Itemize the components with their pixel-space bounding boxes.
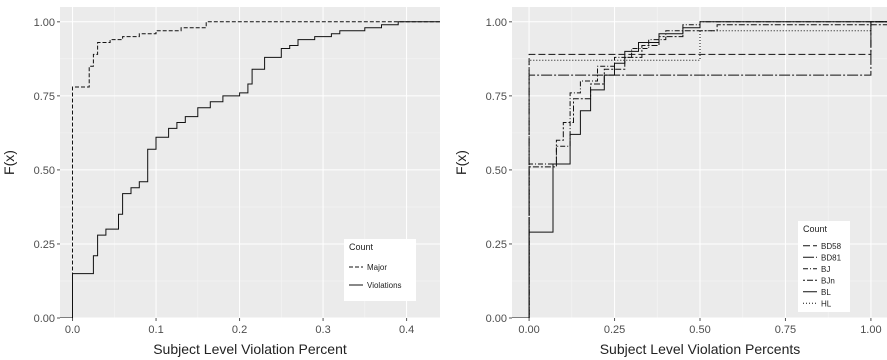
series-line-major [60,21,440,318]
x-axis-title: Subject Level Violation Percents [600,341,801,357]
legend: Count Major Violations [344,239,416,301]
legend-box [798,221,850,312]
legend-label-bj: BJ [821,265,830,274]
x-tick-label: 0.00 [518,324,539,336]
y-axis-title: F(x) [453,150,469,175]
x-tick-label: 0.3 [315,324,330,336]
legend-title: Count [349,242,374,252]
y-tick-label: 1.00 [486,17,507,29]
y-tick-label: 0.75 [486,91,507,103]
y-tick-label: 1.00 [34,17,55,29]
legend-label-bd58: BD58 [821,242,842,251]
y-tick-label: 0.50 [34,165,55,177]
y-tick-label: 0.75 [34,91,55,103]
y-tick-label: 0.25 [34,239,55,251]
series-line-bl [512,21,887,318]
legend-label-major: Major [367,263,387,272]
x-tick-label: 0.75 [775,324,796,336]
legend-label-bjn: BJn [821,276,835,285]
right-ecdf-chart: 0.00 0.25 0.50 0.75 1.00 0.00 0.25 0.50 0.75 1.00… [453,7,887,357]
x-tick-label: 0.0 [65,324,80,336]
legend-label-bl: BL [821,288,831,297]
series-line-bd81 [512,21,887,318]
y-axis-title: F(x) [1,150,17,175]
y-tick-label: 0.00 [34,313,55,325]
legend: Count BD58 BD81 BJ BJn BL HL [798,221,850,312]
legend-title: Count [803,224,828,234]
legend-label-bd81: BD81 [821,253,842,262]
x-tick-label: 1.00 [860,324,881,336]
series-line-violations [60,21,440,318]
x-tick-label: 0.2 [232,324,247,336]
series-line-bd58 [512,21,887,318]
x-axis-title: Subject Level Violation Percent [153,341,347,357]
y-tick-label: 0.25 [486,239,507,251]
y-tick-label: 0.50 [486,165,507,177]
series-line-bjn [512,24,887,318]
left-ecdf-chart: 0.0 0.1 0.2 0.3 0.4 0.00 0.25 0.50 0.75 1.00 Subje… [1,7,440,357]
x-tick-label: 0.1 [148,324,163,336]
x-tick-label: 0.4 [399,324,414,336]
y-tick-label: 0.00 [486,313,507,325]
series-line-hl [512,21,887,318]
legend-label-violations: Violations [367,281,402,290]
x-tick-label: 0.50 [689,324,710,336]
legend-box [344,239,416,301]
x-tick-label: 0.25 [604,324,625,336]
legend-label-hl: HL [821,299,832,308]
